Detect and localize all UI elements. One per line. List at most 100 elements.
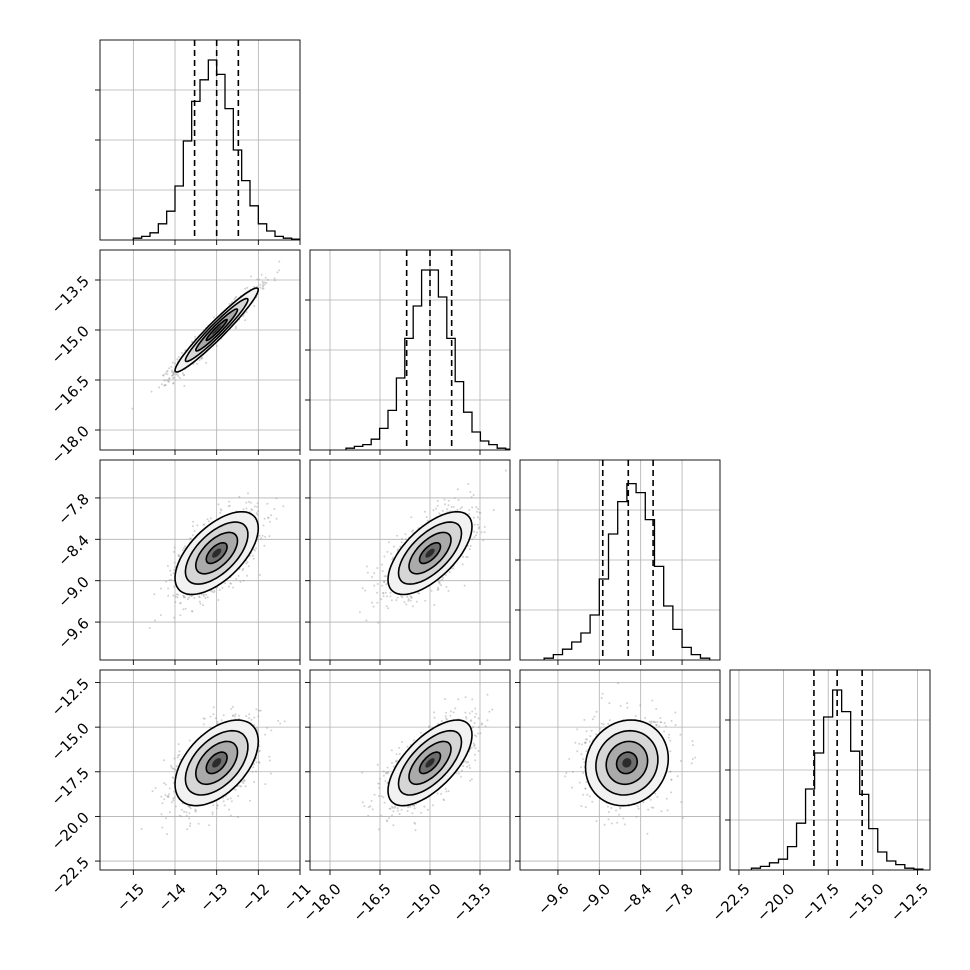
scatter-point	[188, 817, 191, 820]
scatter-point	[389, 807, 392, 810]
scatter-point	[389, 595, 392, 598]
x-tick-label: −22.5	[708, 880, 753, 925]
scatter-point	[202, 523, 205, 526]
scatter-point	[167, 796, 170, 799]
scatter-point	[263, 283, 266, 286]
scatter-point	[233, 298, 236, 301]
scatter-point	[219, 511, 222, 514]
scatter-point	[163, 782, 166, 785]
scatter-point	[262, 282, 265, 285]
scatter-point	[463, 584, 466, 587]
scatter-point	[248, 500, 250, 503]
scatter-point	[275, 517, 278, 520]
scatter-point	[376, 567, 379, 569]
scatter-point	[228, 808, 230, 811]
scatter-point	[275, 497, 278, 500]
scatter-point	[140, 827, 143, 830]
scatter-point	[473, 530, 476, 533]
scatter-point	[475, 510, 478, 513]
scatter-point	[168, 793, 170, 796]
scatter-point	[466, 556, 469, 559]
histogram-step	[132, 59, 300, 240]
scatter-point	[230, 582, 232, 585]
scatter-point	[168, 367, 171, 370]
scatter-point	[171, 374, 173, 377]
scatter-point	[447, 589, 450, 592]
scatter-point	[251, 554, 254, 557]
scatter-point	[183, 547, 185, 550]
scatter-point	[277, 719, 280, 722]
scatter-point	[244, 319, 247, 322]
scatter-point	[168, 787, 171, 790]
scatter-point	[406, 745, 409, 748]
scatter-point	[420, 811, 423, 814]
scatter-point	[201, 357, 204, 360]
scatter-point	[186, 598, 189, 601]
scatter-point	[191, 340, 193, 343]
panel-frame	[99, 459, 301, 661]
scatter-point	[227, 505, 230, 508]
y-tick-label: −8.4	[54, 531, 92, 569]
scatter-point	[246, 561, 249, 564]
scatter-point	[472, 742, 475, 745]
scatter-point	[177, 754, 180, 757]
scatter-point	[162, 374, 165, 377]
scatter-point	[198, 600, 201, 603]
scatter-point	[234, 327, 237, 330]
scatter-point	[212, 804, 215, 807]
scatter-point	[166, 833, 169, 836]
y-tick-label: −13.5	[48, 272, 93, 317]
y-tick-label: −15.0	[48, 719, 93, 764]
scatter-point	[256, 729, 259, 732]
scatter-point	[220, 719, 223, 722]
scatter-point	[195, 809, 197, 812]
scatter-point	[193, 530, 196, 533]
scatter-point	[263, 544, 266, 547]
scatter-point	[231, 715, 234, 717]
scatter-point	[263, 281, 266, 284]
scatter-point	[222, 714, 225, 717]
scatter-point	[222, 800, 225, 803]
scatter-point	[373, 793, 376, 796]
scatter-point	[175, 373, 178, 376]
scatter-point	[410, 596, 413, 599]
scatter-point	[202, 593, 205, 596]
scatter-point	[234, 296, 237, 299]
scatter-point	[469, 490, 472, 493]
contour-line	[174, 719, 260, 807]
panel-frame	[519, 459, 721, 661]
scatter-point	[404, 533, 407, 536]
scatter-point	[257, 510, 260, 513]
scatter-point	[178, 814, 181, 817]
scatter-point	[180, 815, 183, 818]
scatter-point	[173, 585, 176, 588]
scatter-point	[228, 303, 231, 305]
scatter-point	[279, 722, 282, 725]
scatter-point	[476, 516, 479, 519]
contour-line	[184, 729, 249, 796]
scatter-point	[232, 714, 235, 717]
scatter-point	[470, 496, 473, 499]
scatter-point	[231, 705, 234, 708]
scatter-point	[373, 584, 376, 587]
scatter-point	[264, 733, 267, 736]
density-panel	[95, 249, 301, 455]
scatter-point	[480, 723, 483, 726]
scatter-point	[245, 562, 248, 565]
scatter-point	[172, 376, 175, 379]
scatter-point	[392, 824, 395, 827]
scatter-point	[206, 518, 209, 521]
scatter-point	[204, 597, 207, 599]
contour-line	[205, 751, 228, 775]
scatter-point	[218, 589, 221, 591]
scatter-point	[255, 708, 258, 711]
scatter-point	[377, 621, 380, 624]
scatter-point	[172, 776, 175, 779]
scatter-point	[480, 531, 483, 534]
scatter-point	[211, 813, 214, 816]
scatter-point	[382, 595, 385, 598]
scatter-point	[235, 577, 238, 580]
scatter-point	[447, 499, 450, 502]
scatter-point	[179, 602, 182, 604]
scatter-point	[255, 761, 258, 764]
